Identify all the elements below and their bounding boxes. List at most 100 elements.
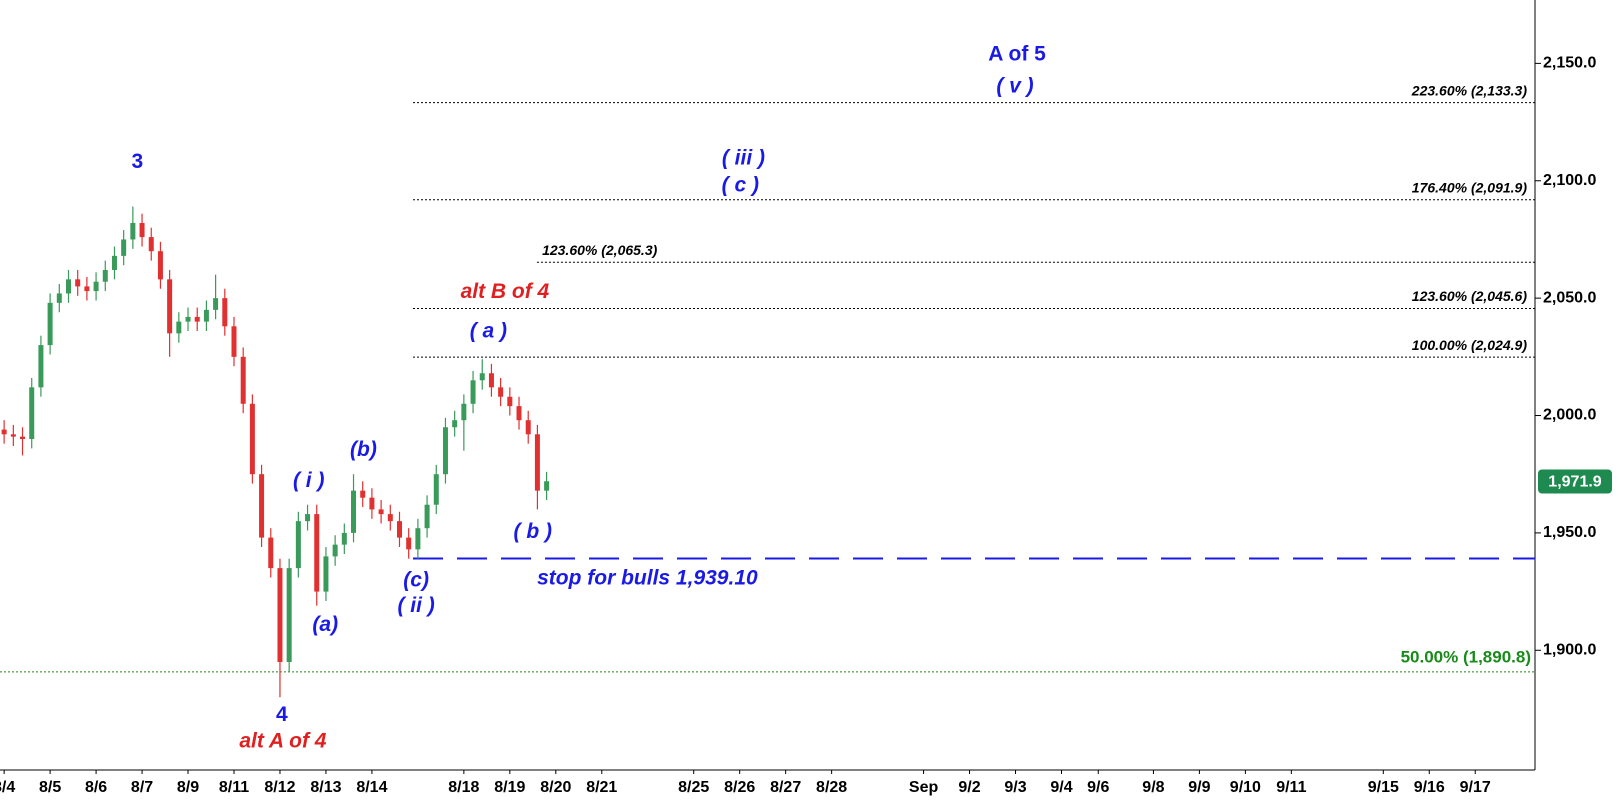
candle-body (249, 403, 255, 475)
candle-body (295, 521, 301, 569)
candle-body (93, 281, 99, 292)
candle-body (544, 481, 550, 491)
wave-label: ( ii ) (397, 594, 434, 617)
x-tick-label: 9/10 (1230, 779, 1261, 796)
fib-level-label: 100.00% (2,024.9) (1412, 337, 1528, 353)
candle-body (470, 380, 476, 404)
fib-level-label: 50.00% (1,890.8) (1401, 647, 1531, 666)
x-tick-label: 8/26 (724, 779, 755, 796)
candle-body (452, 420, 458, 428)
x-tick-label: 9/2 (958, 779, 980, 796)
candle-body (286, 568, 292, 663)
candle-body (157, 251, 163, 280)
fib-level-label: 123.60% (2,045.6) (1412, 288, 1528, 304)
wave-label: ( iii ) (722, 147, 765, 170)
candle-body (84, 286, 90, 292)
wave-label: alt B of 4 (461, 280, 550, 303)
x-tick-label: 8/6 (85, 779, 107, 796)
x-tick-label: 8/25 (678, 779, 709, 796)
y-tick-label: 2,100.0 (1543, 172, 1596, 189)
x-tick-label: Sep (909, 779, 939, 796)
fib-level-label: 176.40% (2,091.9) (1412, 179, 1528, 195)
candle-body (369, 497, 375, 510)
candle-body (498, 387, 504, 397)
candle-body (507, 396, 513, 407)
fib-level-label: 223.60% (2,133.3) (1411, 82, 1528, 98)
candle-body (47, 302, 53, 346)
y-tick-label: 2,000.0 (1543, 407, 1596, 424)
x-tick-label: 9/17 (1460, 779, 1491, 796)
candle-body (305, 514, 311, 522)
x-tick-label: 9/15 (1368, 779, 1399, 796)
stop-label: stop for bulls 1,939.10 (537, 566, 758, 589)
x-tick-label: 8/18 (448, 779, 479, 796)
candle-body (1, 429, 7, 435)
wave-label: ( c ) (722, 174, 759, 197)
x-tick-label: 8/7 (131, 779, 153, 796)
candle-body (176, 321, 182, 334)
last-price-label: 1,971.9 (1548, 474, 1601, 491)
candle-body (534, 434, 540, 491)
candle-body (406, 537, 412, 550)
candle-body (102, 269, 108, 282)
x-tick-label: 9/11 (1276, 779, 1306, 796)
x-tick-label: 8/12 (264, 779, 295, 796)
candle-body (461, 403, 467, 421)
wave-label: 3 (131, 150, 143, 173)
wave-label: ( v ) (996, 74, 1033, 97)
candle-body (10, 434, 16, 437)
x-tick-label: 8/11 (219, 779, 249, 796)
candle-body (20, 436, 26, 439)
x-tick-label: 8/20 (540, 779, 571, 796)
x-tick-label: 9/9 (1188, 779, 1210, 796)
candle-body (259, 474, 265, 538)
y-tick-label: 2,150.0 (1543, 55, 1596, 72)
x-tick-label: 9/4 (1050, 779, 1072, 796)
candle-body (442, 427, 448, 475)
candle-body (351, 490, 357, 533)
candle-body (525, 420, 531, 435)
candle-body (277, 568, 283, 663)
x-tick-label: 8/19 (494, 779, 525, 796)
candle-body (488, 373, 494, 388)
candle-body (360, 490, 366, 498)
x-tick-label: 8/9 (177, 779, 199, 796)
candle-body (314, 514, 320, 592)
wave-label: alt A of 4 (239, 730, 326, 753)
candle-body (479, 373, 485, 381)
wave-label: 4 (276, 703, 288, 726)
x-tick-label: 8/4 (0, 779, 15, 796)
candle-body (185, 316, 191, 322)
x-tick-label: 8/5 (39, 779, 61, 796)
y-tick-label: 1,950.0 (1543, 524, 1596, 541)
candle-body (29, 387, 35, 439)
candle-body (111, 255, 117, 270)
last-price-tag (1538, 469, 1612, 494)
x-tick-label: 8/28 (816, 779, 847, 796)
candle-body (341, 532, 347, 545)
candle-body (38, 345, 44, 388)
candle-body (231, 326, 237, 357)
candle-body (387, 514, 393, 522)
wave-label: A of 5 (988, 42, 1046, 65)
candle-body (194, 316, 200, 322)
x-tick-label: 8/13 (310, 779, 341, 796)
candle-body (396, 521, 402, 538)
candle-body (130, 223, 136, 240)
candle-body (268, 537, 274, 569)
wave-label: ( i ) (293, 469, 325, 492)
x-tick-label: 9/3 (1004, 779, 1026, 796)
x-tick-label: 8/21 (586, 779, 617, 796)
candle-body (433, 474, 439, 505)
candle-body (203, 309, 209, 322)
candle-body (148, 237, 154, 252)
x-tick-label: 8/27 (770, 779, 801, 796)
y-tick-label: 2,050.0 (1543, 289, 1596, 306)
candle-body (222, 298, 228, 327)
candle-body (56, 293, 62, 303)
candle-body (75, 279, 81, 287)
fib-level-label: 123.60% (2,065.3) (542, 242, 658, 258)
x-tick-label: 8/14 (356, 779, 387, 796)
wave-label: (b) (350, 438, 377, 461)
